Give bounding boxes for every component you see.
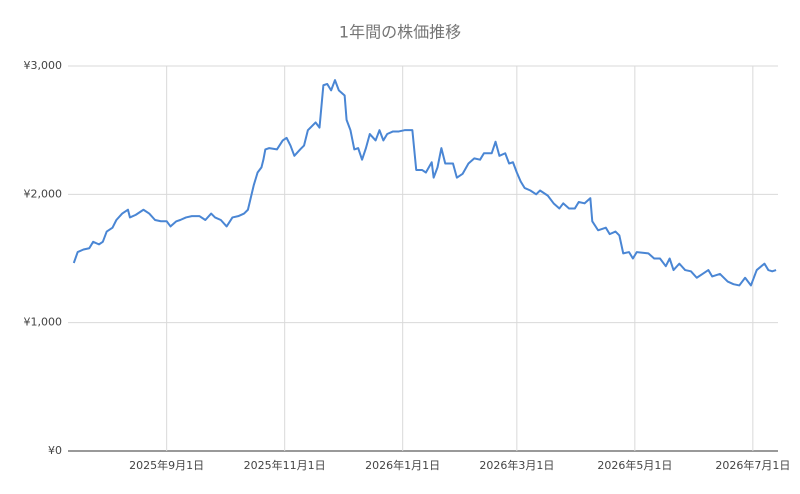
price-line [72,79,777,287]
y-tick-label: ¥3,000 [24,59,63,72]
x-tick-label: 2026年1月1日 [365,458,440,472]
x-tick-label: 2026年7月1日 [715,458,790,472]
y-tick-label: ¥0 [48,444,62,457]
y-tick-label: ¥2,000 [24,187,63,200]
x-tick-label: 2025年11月1日 [244,458,326,472]
x-tick-label: 2026年3月1日 [479,458,554,472]
y-tick-label: ¥1,000 [24,316,63,329]
x-tick-label: 2026年5月1日 [597,458,672,472]
x-tick-label: 2025年9月1日 [129,458,204,472]
chart-title: 1年間の株価推移 [339,23,461,42]
